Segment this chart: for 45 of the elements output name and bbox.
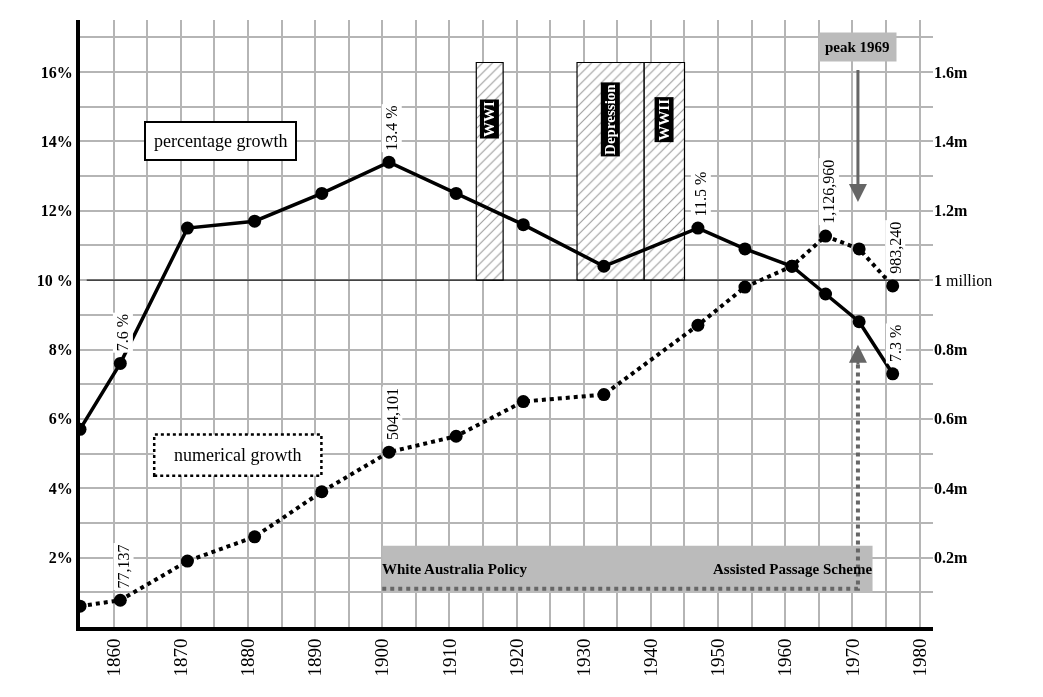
data-label: 1,126,960 [820,159,838,224]
y2-tick-label: 1.6m [934,63,968,81]
x-tick-label: 1860 [102,638,124,677]
y-tick-label: 10 % [36,271,73,289]
data-label: 77,137 [115,544,133,589]
y2-tick-label: 1 million [934,271,993,289]
y2-tick-label: 0.2m [934,549,968,567]
data-label: 11.5 % [692,171,710,217]
y2-tick-label: 0.4m [934,479,968,497]
y-tick-label: 6% [48,410,73,428]
x-tick-label: 1940 [640,638,662,677]
series-label: numerical growth [174,445,302,465]
y-tick-label: 8% [48,341,73,359]
data-label: 13.4 % [383,105,401,151]
y-tick-label: 16% [40,63,73,81]
y2-tick-label: 0.8m [934,341,968,359]
band-label: WWI [481,101,498,137]
x-tick-label: 1920 [505,638,527,677]
annotation: Assisted Passage Scheme [713,561,873,577]
x-tick-label: 1890 [304,638,326,677]
x-tick-label: 1870 [169,638,191,677]
x-tick-label: 1950 [707,638,729,677]
y2-tick-label: 1.2m [934,202,968,220]
x-tick-label: 1930 [572,638,594,677]
y2-tick-label: 1.4m [934,133,968,150]
text: percentage growth [154,131,288,151]
data-label: 983,240 [886,221,904,274]
x-tick-label: 1900 [371,638,393,677]
annotation: peak 1969 [825,39,890,55]
y-tick-label: 4% [48,479,73,497]
band-label: WWII [656,98,673,141]
data-label: 7.6 % [114,313,132,352]
y2-tick-label: 0.6m [934,410,968,428]
x-tick-label: 1970 [841,638,863,677]
band-label: Depression [602,83,619,155]
x-tick-label: 1960 [774,638,796,677]
y-tick-label: 14% [40,133,73,150]
data-label: 504,101 [383,388,401,441]
y-tick-label: 12% [40,202,73,220]
x-tick-label: 1910 [438,638,460,677]
x-tick-label: 1980 [908,638,930,677]
x-tick-label: 1880 [237,638,259,677]
y-tick-label: 2% [48,549,73,567]
data-label: 7.3 % [887,324,905,362]
annotation: White Australia Policy [382,561,528,577]
